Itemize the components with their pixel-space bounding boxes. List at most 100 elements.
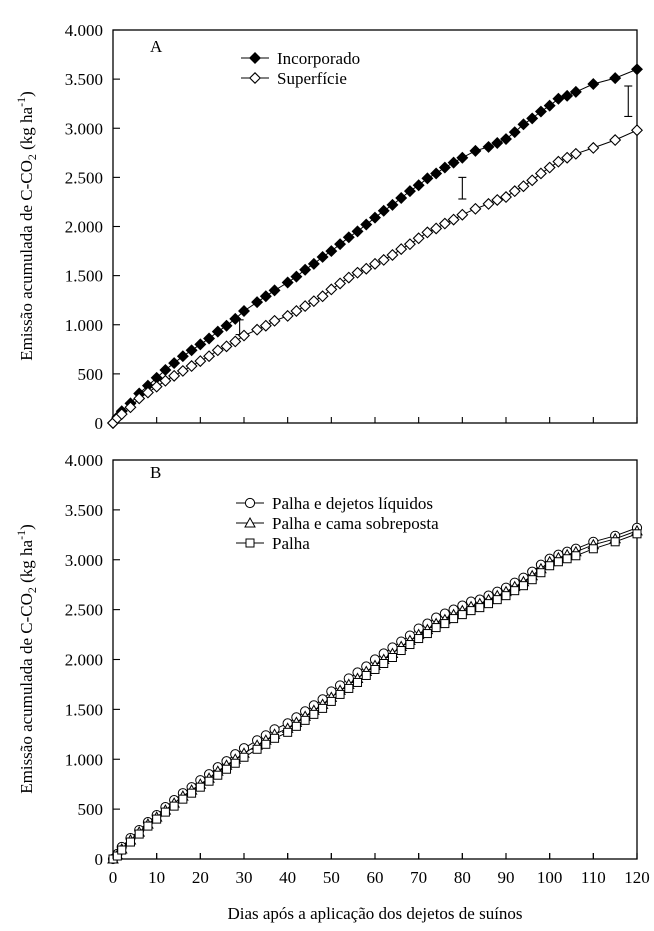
data-point bbox=[115, 408, 128, 421]
data-point bbox=[259, 319, 272, 332]
data-point bbox=[281, 276, 294, 289]
data-point bbox=[203, 332, 216, 345]
data-point bbox=[552, 155, 565, 168]
x-tick-label: 0 bbox=[109, 868, 118, 887]
y-tick-label: 500 bbox=[78, 800, 104, 819]
data-point bbox=[403, 238, 416, 251]
data-point bbox=[307, 295, 320, 308]
data-point bbox=[168, 357, 181, 370]
data-point bbox=[501, 591, 511, 601]
x-tick-label: 90 bbox=[498, 868, 515, 887]
data-point bbox=[447, 156, 460, 169]
legend-marker bbox=[249, 72, 261, 84]
data-point bbox=[203, 350, 216, 363]
data-point bbox=[134, 829, 144, 839]
data-point bbox=[510, 586, 520, 596]
data-point bbox=[318, 703, 328, 713]
data-point bbox=[545, 561, 555, 571]
data-point bbox=[229, 312, 242, 325]
data-point bbox=[213, 770, 223, 780]
data-point bbox=[421, 172, 434, 185]
data-point bbox=[160, 807, 170, 817]
data-point bbox=[386, 198, 399, 211]
data-point bbox=[387, 653, 397, 663]
data-point bbox=[268, 284, 281, 297]
data-point bbox=[125, 837, 135, 847]
data-point bbox=[469, 144, 482, 157]
series-circle-open bbox=[107, 522, 643, 865]
x-tick-label: 80 bbox=[454, 868, 471, 887]
panel-a: 05001.0001.5002.0002.5003.0003.5004.000 … bbox=[14, 21, 643, 433]
panel-b: 05001.0001.5002.0002.5003.0003.5004.000 … bbox=[14, 451, 650, 923]
data-point bbox=[281, 309, 294, 322]
data-point bbox=[187, 788, 197, 798]
series-diamond-open bbox=[107, 124, 643, 429]
data-point bbox=[534, 105, 547, 118]
y-tick-label: 2.500 bbox=[65, 601, 103, 620]
legend-label: Palha e dejetos líquidos bbox=[272, 494, 433, 513]
data-point bbox=[449, 614, 459, 624]
panel-a-y-axis-title: Emissão acumulada de C-CO2 (kg ha-1) bbox=[14, 91, 39, 361]
data-point bbox=[204, 776, 214, 786]
series-triangle-open bbox=[107, 524, 643, 864]
error-bar bbox=[624, 85, 633, 118]
legend-marker bbox=[249, 52, 261, 64]
data-point bbox=[562, 554, 572, 564]
data-point bbox=[316, 290, 329, 303]
data-point bbox=[588, 544, 598, 554]
data-point bbox=[307, 257, 320, 270]
data-point bbox=[431, 623, 441, 633]
data-point bbox=[456, 208, 469, 221]
data-point bbox=[484, 599, 494, 609]
data-point bbox=[438, 217, 451, 230]
data-point bbox=[239, 752, 249, 762]
data-point bbox=[141, 386, 154, 399]
legend-item: Incorporado bbox=[241, 49, 360, 68]
panel-a-error-bars bbox=[235, 85, 633, 336]
y-tick-label: 1.500 bbox=[65, 700, 103, 719]
data-point bbox=[456, 151, 469, 164]
data-point bbox=[252, 744, 262, 754]
data-point bbox=[169, 801, 179, 811]
data-point bbox=[369, 257, 381, 270]
legend-label: Superfície bbox=[277, 69, 347, 88]
data-point bbox=[268, 314, 281, 327]
legend-item: Palha e cama sobreposta bbox=[236, 514, 439, 533]
data-point bbox=[195, 782, 205, 792]
data-point bbox=[360, 218, 373, 231]
series-diamond-filled bbox=[107, 63, 643, 429]
data-point bbox=[430, 222, 443, 235]
data-point bbox=[229, 335, 242, 348]
data-point bbox=[159, 374, 172, 387]
data-point bbox=[261, 739, 271, 749]
x-tick-label: 120 bbox=[624, 868, 650, 887]
data-point bbox=[552, 92, 565, 105]
y-tick-label: 1.000 bbox=[65, 316, 103, 335]
legend-item: Superfície bbox=[241, 69, 347, 88]
data-point bbox=[370, 664, 380, 674]
legend-item: Palha bbox=[236, 534, 310, 553]
data-point bbox=[238, 305, 250, 317]
data-point bbox=[517, 180, 530, 193]
data-point bbox=[553, 557, 563, 567]
data-point bbox=[500, 133, 512, 146]
data-point bbox=[610, 537, 620, 547]
series-line bbox=[112, 533, 638, 860]
data-point bbox=[527, 575, 537, 585]
data-point bbox=[561, 89, 574, 102]
y-tick-label: 4.000 bbox=[65, 451, 103, 470]
data-point bbox=[185, 360, 198, 372]
data-point bbox=[395, 243, 408, 256]
data-point bbox=[270, 733, 280, 743]
data-point bbox=[536, 568, 546, 578]
y-tick-label: 3.500 bbox=[65, 70, 103, 89]
data-point bbox=[421, 226, 434, 239]
y-tick-label: 1.000 bbox=[65, 750, 103, 769]
data-point bbox=[351, 266, 364, 279]
data-point bbox=[222, 764, 232, 774]
data-point bbox=[360, 262, 373, 275]
data-point bbox=[377, 204, 390, 217]
data-point bbox=[403, 185, 416, 198]
legend-label: Palha bbox=[272, 534, 310, 553]
